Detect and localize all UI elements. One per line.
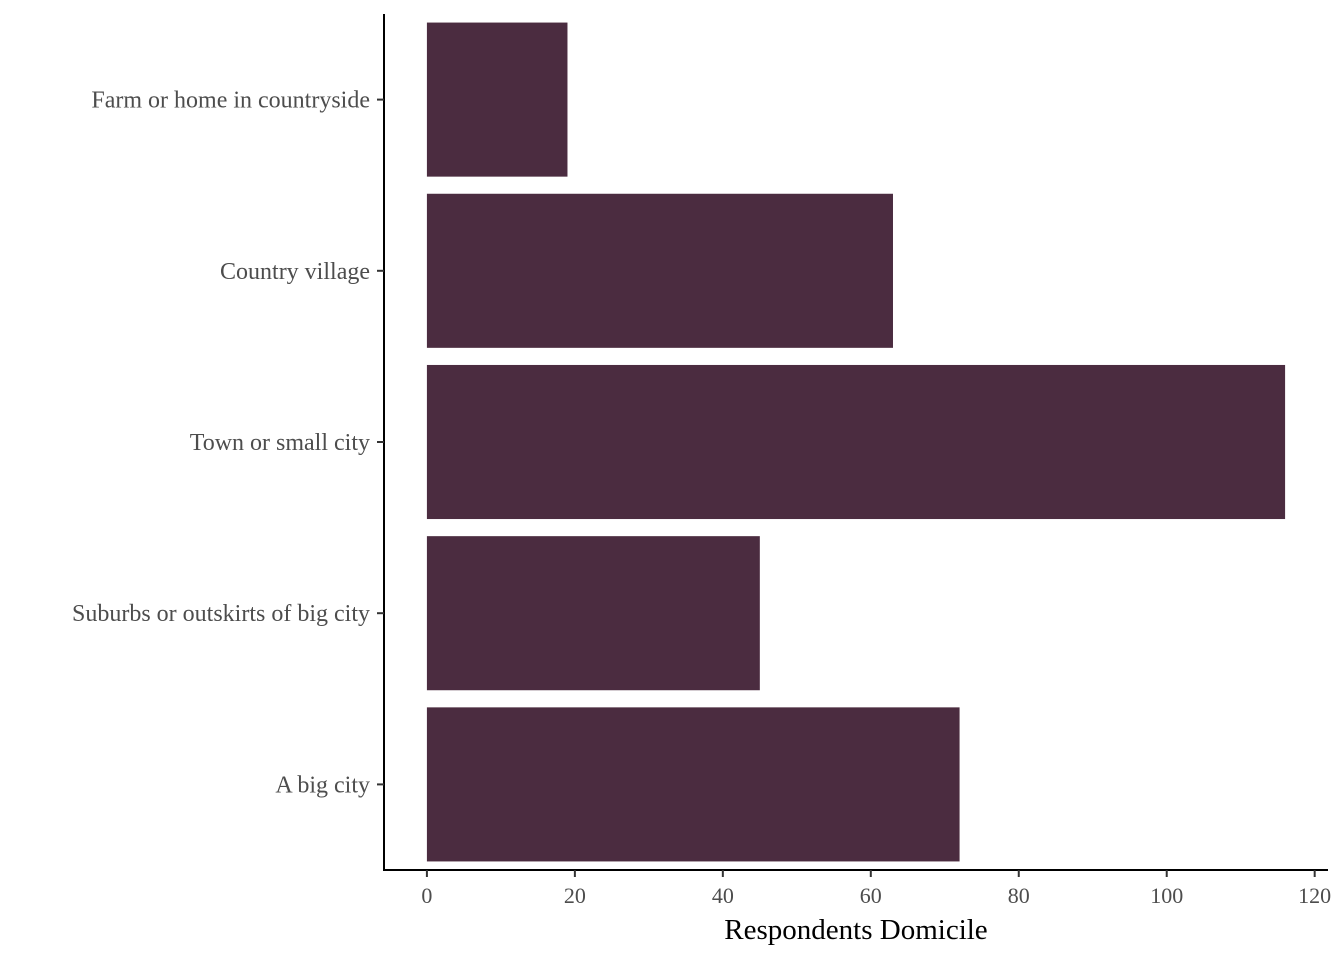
- x-tick-label: 100: [1150, 883, 1183, 908]
- x-tick-label: 20: [564, 883, 586, 908]
- y-tick-label: Suburbs or outskirts of big city: [72, 601, 370, 627]
- x-tick-label: 0: [421, 883, 432, 908]
- x-tick-label: 80: [1008, 883, 1030, 908]
- bar: [426, 193, 893, 348]
- bar: [426, 22, 568, 177]
- y-tick-label: Farm or home in countryside: [91, 88, 370, 114]
- y-tick-label: Town or small city: [190, 430, 370, 456]
- y-tick-label: A big city: [275, 772, 370, 798]
- x-tick-label: 120: [1298, 883, 1331, 908]
- bar: [426, 707, 960, 862]
- y-tick-label: Country village: [220, 259, 370, 285]
- x-axis-title: Respondents Domicile: [724, 914, 987, 946]
- bar: [426, 364, 1286, 520]
- x-tick-label: 60: [860, 883, 882, 908]
- bar: [426, 536, 760, 691]
- x-tick-label: 40: [712, 883, 734, 908]
